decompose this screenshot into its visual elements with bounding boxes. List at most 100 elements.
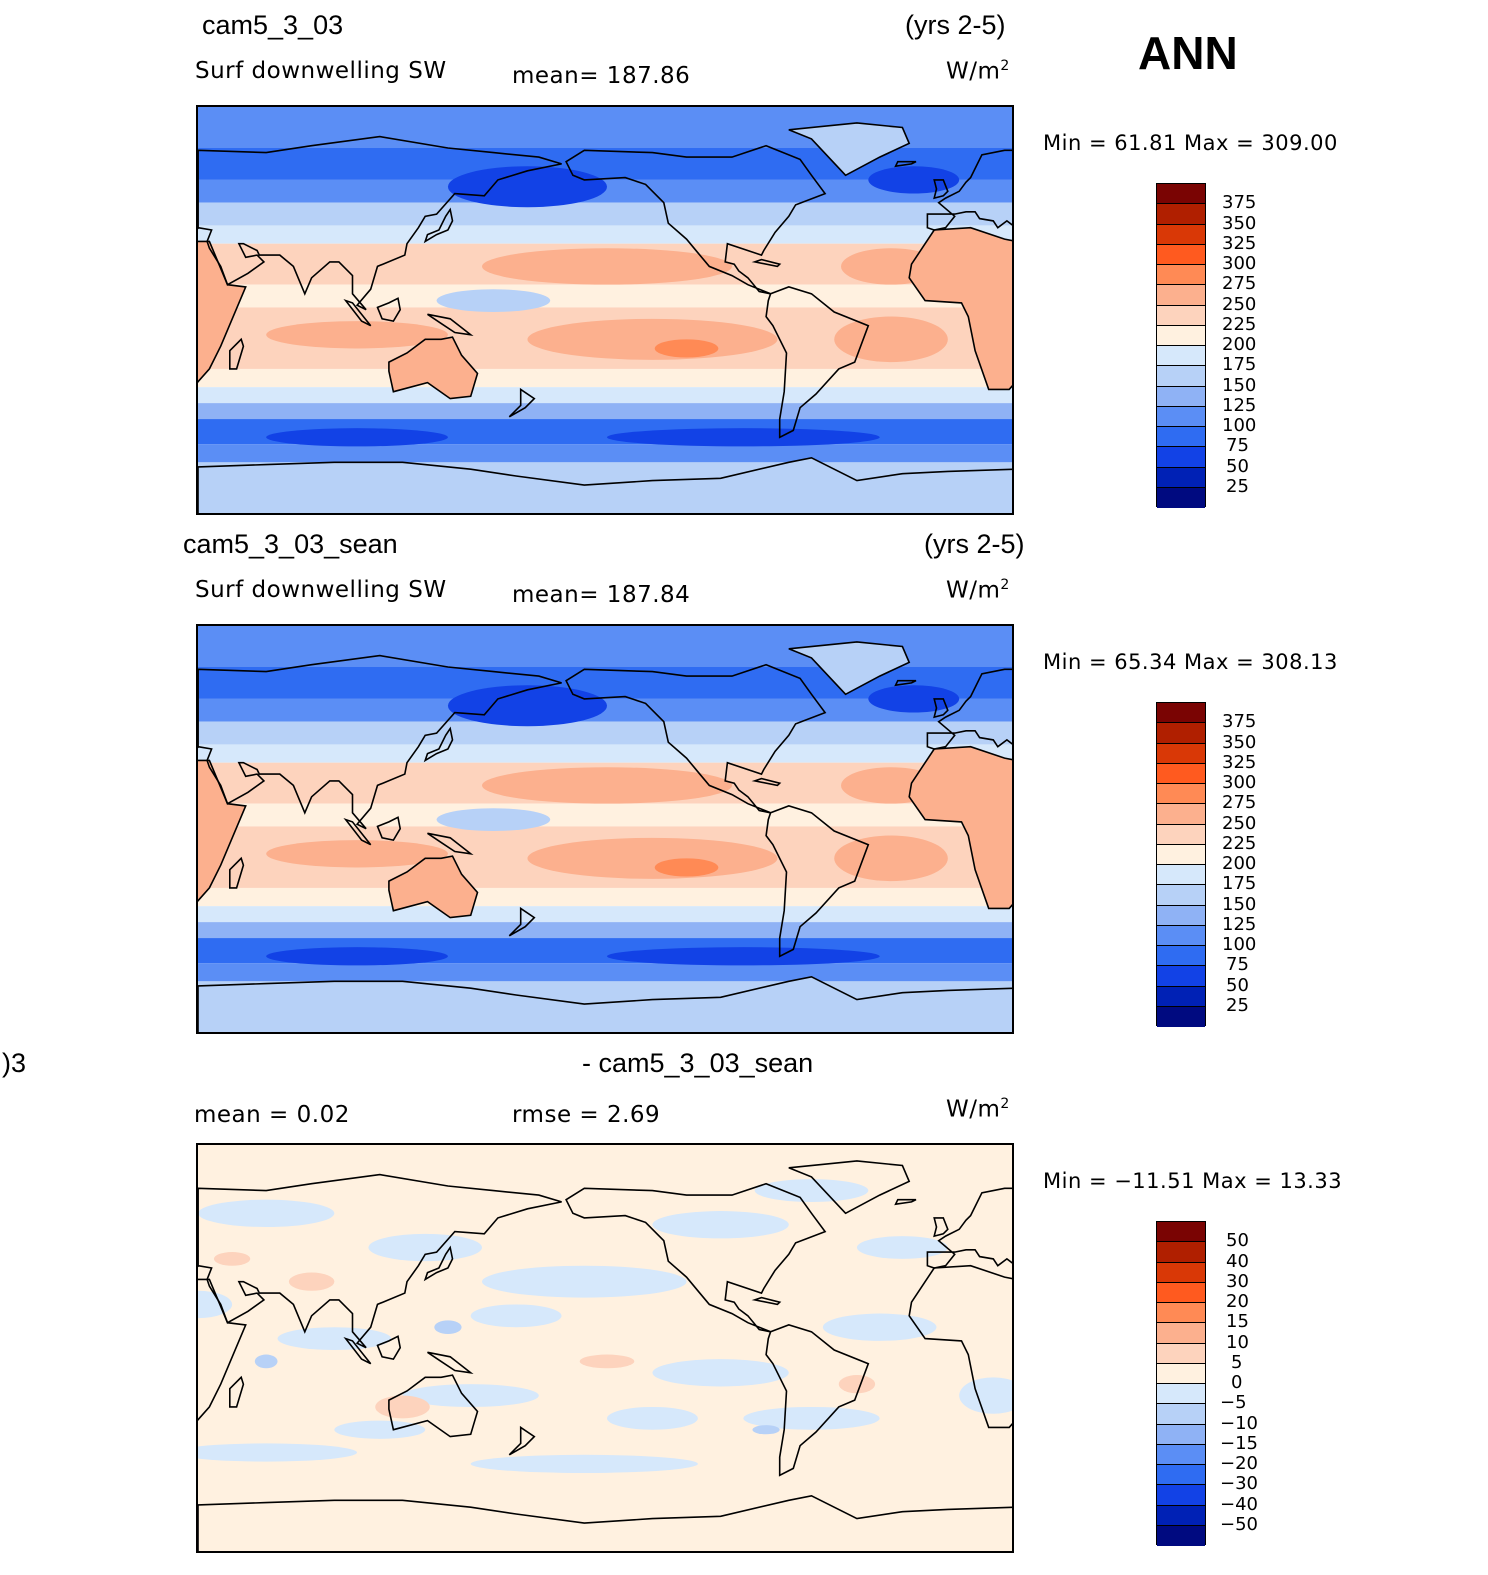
panel3-rmse: rmse = 2.69 (512, 1102, 661, 1128)
colorbar-tick-label: 5 (1231, 1351, 1243, 1373)
band-subtrop-n-edge (198, 225, 1012, 244)
colorbar-swatch (1157, 824, 1205, 845)
colorbar-tick-label: 375 (1222, 711, 1257, 733)
colorbar-tick-label: 175 (1222, 873, 1257, 895)
colorbar-swatch (1157, 966, 1205, 987)
diff-negative-region (277, 1327, 392, 1350)
n-atlantic-cloud (868, 685, 960, 713)
panel3-colorbar (1156, 1221, 1206, 1546)
continent-madagascar (229, 856, 245, 889)
colorbar-swatch (1157, 1222, 1205, 1243)
colorbar-swatch (1157, 1363, 1205, 1384)
band-s-transition (198, 906, 1012, 923)
colorbar-tick-label: 200 (1222, 334, 1257, 355)
colorbar-swatch (1157, 885, 1205, 906)
colorbar-swatch (1157, 1404, 1205, 1425)
colorbar-tick-label: 125 (1222, 394, 1257, 416)
diff-negative-region (959, 1377, 1012, 1414)
continent-greenland (788, 1160, 911, 1215)
continent-antarctica (198, 456, 1012, 513)
continent-samerica (765, 1324, 870, 1477)
colorbar-tick-label: −15 (1220, 1432, 1258, 1454)
continent-nz (508, 387, 536, 418)
colorbar-tick-label: −40 (1220, 1493, 1258, 1515)
colorbar-swatch (1157, 184, 1205, 205)
colorbar-swatch (1157, 1343, 1205, 1364)
colorbar-tick-label: 350 (1222, 731, 1257, 753)
continent-africa (198, 240, 247, 383)
colorbar-swatch (1157, 1006, 1205, 1027)
diff-strong-negative (434, 1320, 462, 1335)
colorbar-swatch (1157, 366, 1205, 387)
colorbar-tick-label: 100 (1222, 934, 1257, 955)
colorbar-swatch (1157, 703, 1205, 724)
continent-antarctica (198, 1494, 1012, 1551)
diff-strong-negative (254, 1354, 278, 1369)
diff-negative-region (856, 1236, 948, 1259)
colorbar-swatch (1157, 865, 1205, 886)
continent-greenland (788, 122, 911, 177)
band-southern-ocean (198, 444, 1012, 463)
map-svg (198, 626, 1012, 1032)
continent-namerica (565, 663, 827, 814)
continent-eurasia (198, 1173, 562, 1349)
n-atlantic-cloud (868, 166, 960, 194)
colorbar-swatch (1157, 244, 1205, 265)
panel2-case-name: cam5_3_03_sean (183, 529, 398, 559)
band-subtrop-s-edge (198, 368, 1012, 388)
se-pacific-core (654, 339, 719, 358)
panel1-units: W/m2 (946, 58, 1010, 85)
panel1-mean: mean= 187.86 (512, 63, 691, 89)
diff-negative-region (198, 1443, 358, 1462)
colorbar-swatch (1157, 1282, 1205, 1303)
colorbar-tick-label: −20 (1220, 1453, 1258, 1474)
continent-europeW-wrap (926, 1187, 1012, 1269)
band-itcz (198, 803, 1012, 827)
panel3-units: W/m2 (946, 1096, 1010, 1123)
colorbar-swatch (1157, 467, 1205, 488)
band-southern-ocean (198, 963, 1012, 982)
colorbar-swatch (1157, 1384, 1205, 1405)
colorbar-tick-label: −5 (1220, 1392, 1247, 1414)
map-svg (198, 1145, 1012, 1551)
colorbar-swatch (1157, 265, 1205, 286)
continent-madagascar (229, 337, 245, 370)
colorbar-tick-label: 250 (1222, 812, 1257, 834)
colorbar-tick-label: 10 (1226, 1331, 1249, 1353)
band-s-storm1 (198, 403, 1012, 420)
colorbar-tick-label: 125 (1222, 913, 1257, 935)
colorbar-tick-label: 275 (1222, 792, 1257, 814)
continent-cuba (751, 1296, 782, 1306)
s-atlantic-high (834, 835, 948, 882)
colorbar-swatch (1157, 946, 1205, 967)
colorbar-tick-label: 40 (1226, 1250, 1249, 1272)
n-pacific-high (482, 767, 732, 804)
continent-australia (388, 336, 479, 400)
so-cloud-b (266, 947, 448, 966)
colorbar-tick-label: −30 (1220, 1473, 1258, 1495)
continent-sumatra (343, 817, 372, 846)
diff-positive-region (288, 1272, 335, 1291)
continent-eurasia (198, 654, 562, 830)
panel1-map (196, 105, 1014, 515)
diff-negative-region (652, 1211, 789, 1239)
colorbar-tick-label: 20 (1226, 1291, 1249, 1312)
colorbar-tick-label: 50 (1226, 974, 1249, 996)
warm-pool-cloud (436, 808, 551, 831)
continent-uk (933, 698, 949, 719)
continent-greenland (788, 641, 911, 696)
colorbar-tick-label: 0 (1231, 1372, 1243, 1393)
panel2-map (196, 624, 1014, 1034)
continent-iceland (894, 1198, 917, 1206)
colorbar-swatch (1157, 1465, 1205, 1486)
n-pacific-cloud (447, 685, 607, 727)
colorbar-tick-label: 250 (1222, 293, 1257, 315)
n-pacific-high (482, 248, 732, 285)
colorbar-swatch (1157, 723, 1205, 744)
panel1-case-name: cam5_3_03 (202, 10, 344, 40)
colorbar-swatch (1157, 224, 1205, 245)
colorbar-swatch (1157, 346, 1205, 367)
panel3-mean: mean = 0.02 (194, 1102, 350, 1128)
indian-high (266, 321, 448, 349)
indian-high (266, 840, 448, 868)
